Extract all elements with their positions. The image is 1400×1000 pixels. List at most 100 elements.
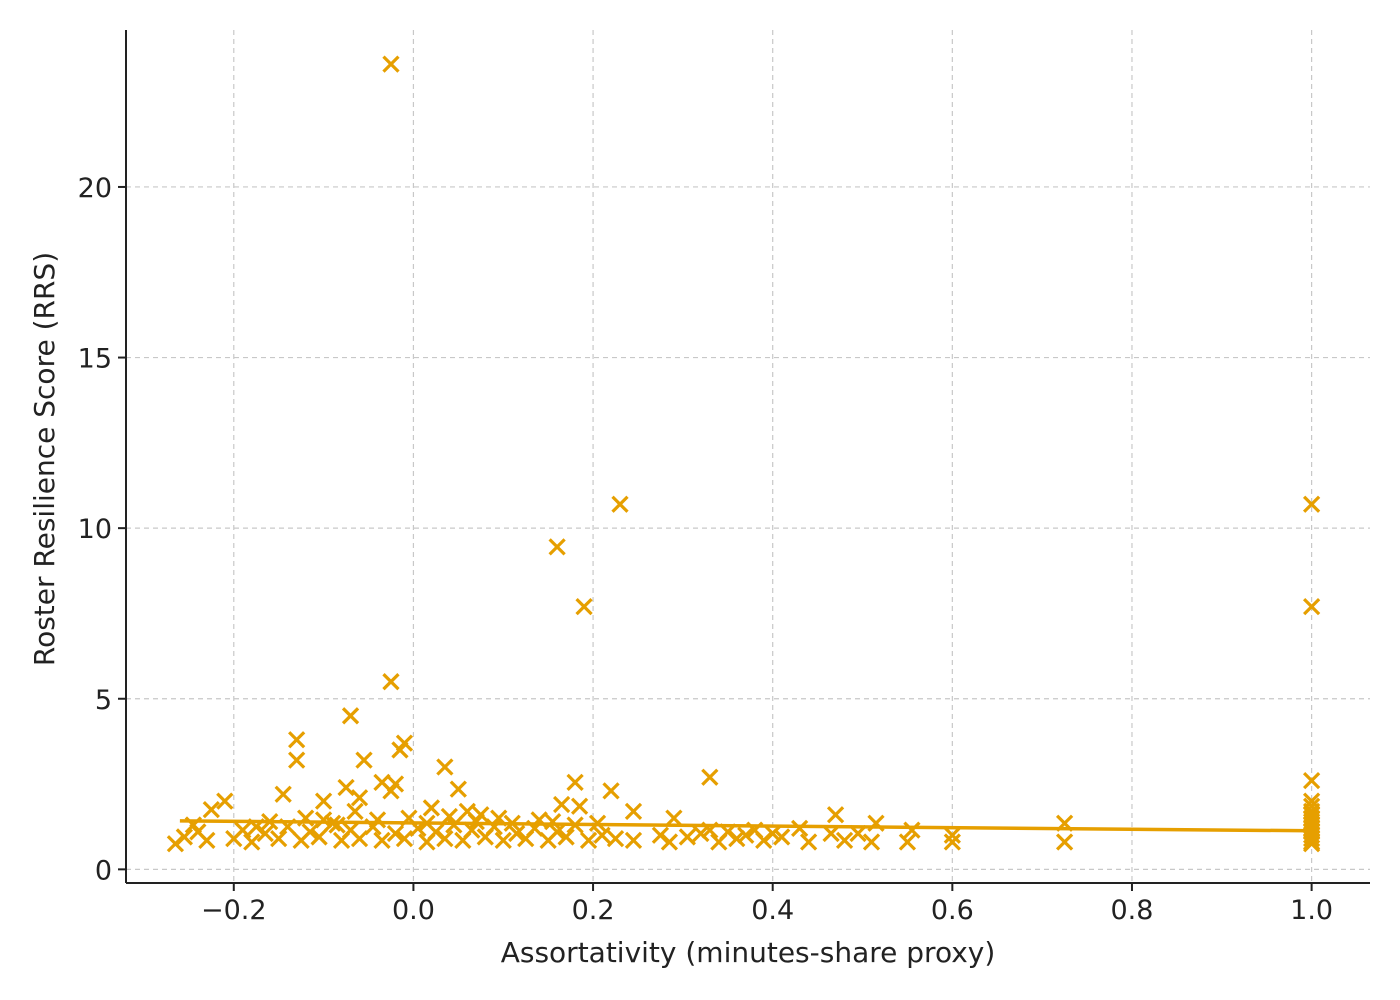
axes bbox=[125, 30, 1370, 884]
data-point bbox=[350, 830, 369, 848]
data-point-stroke bbox=[288, 731, 306, 749]
data-point bbox=[216, 792, 234, 810]
data-point-stroke bbox=[579, 831, 598, 849]
data-point bbox=[548, 823, 566, 841]
data-point bbox=[701, 768, 719, 786]
data-point bbox=[624, 802, 643, 820]
data-point-stroke bbox=[314, 811, 333, 829]
data-point bbox=[436, 758, 454, 776]
data-point bbox=[557, 828, 575, 846]
data-point-stroke bbox=[328, 816, 346, 834]
data-point bbox=[678, 828, 697, 846]
data-point bbox=[386, 824, 405, 843]
data-points bbox=[166, 55, 1321, 853]
data-point-stroke bbox=[350, 830, 369, 848]
data-point-stroke bbox=[624, 831, 643, 849]
x-tick-label: 0.0 bbox=[392, 895, 435, 926]
data-point bbox=[1055, 833, 1074, 851]
data-point-stroke bbox=[314, 792, 333, 810]
data-point bbox=[485, 818, 503, 836]
y-tick-label: 0 bbox=[95, 855, 112, 886]
data-point-stroke bbox=[1302, 835, 1321, 853]
data-point-stroke bbox=[624, 802, 643, 820]
data-point-stroke bbox=[552, 795, 571, 814]
data-point-stroke bbox=[198, 831, 216, 849]
data-point bbox=[737, 826, 755, 844]
data-point bbox=[624, 831, 643, 849]
data-point bbox=[422, 799, 441, 817]
data-point bbox=[1302, 495, 1321, 513]
data-point-stroke bbox=[1302, 597, 1321, 616]
data-point bbox=[611, 495, 629, 513]
data-point bbox=[791, 819, 809, 838]
data-point-stroke bbox=[903, 821, 921, 839]
data-point-stroke bbox=[234, 821, 252, 839]
data-point-stroke bbox=[943, 833, 961, 851]
data-point-stroke bbox=[728, 830, 746, 848]
data-point bbox=[665, 809, 683, 827]
data-point bbox=[728, 830, 746, 848]
data-point bbox=[350, 789, 369, 807]
data-point-stroke bbox=[427, 823, 445, 841]
y-axis-label: Roster Resilience Score (RRS) bbox=[28, 252, 61, 666]
data-point-stroke bbox=[660, 833, 679, 851]
data-point bbox=[395, 830, 414, 848]
data-point-stroke bbox=[494, 831, 512, 849]
data-point bbox=[710, 833, 728, 851]
data-point bbox=[234, 821, 252, 839]
data-point-stroke bbox=[341, 707, 360, 725]
data-point bbox=[202, 801, 220, 819]
data-point bbox=[579, 831, 598, 849]
data-point bbox=[826, 806, 845, 824]
data-point-stroke bbox=[436, 830, 454, 848]
data-point-stroke bbox=[862, 833, 881, 851]
data-point bbox=[943, 833, 961, 851]
data-point bbox=[301, 823, 319, 841]
data-point-stroke bbox=[826, 806, 845, 824]
data-point-stroke bbox=[368, 811, 387, 829]
data-point-stroke bbox=[943, 826, 961, 844]
data-point-stroke bbox=[692, 824, 710, 843]
data-point-stroke bbox=[382, 782, 400, 800]
data-point bbox=[382, 782, 400, 800]
data-point-stroke bbox=[256, 824, 274, 843]
data-point-stroke bbox=[341, 821, 360, 839]
data-point bbox=[1302, 830, 1321, 848]
data-point-stroke bbox=[1055, 833, 1074, 851]
data-point bbox=[368, 811, 387, 829]
data-point-stroke bbox=[270, 830, 288, 848]
x-axis-label: Assortativity (minutes-share proxy) bbox=[501, 936, 996, 969]
data-point-stroke bbox=[485, 818, 503, 836]
data-point-stroke bbox=[458, 802, 476, 820]
y-tick-label: 5 bbox=[95, 685, 112, 716]
data-point-stroke bbox=[665, 809, 683, 827]
data-point bbox=[310, 828, 328, 846]
data-point-stroke bbox=[288, 751, 306, 769]
data-point-stroke bbox=[508, 824, 526, 843]
data-point bbox=[570, 797, 589, 815]
data-point-stroke bbox=[1302, 772, 1321, 790]
data-point-stroke bbox=[566, 773, 584, 791]
data-point-stroke bbox=[274, 785, 292, 803]
data-point bbox=[822, 824, 840, 843]
data-point-stroke bbox=[175, 828, 194, 846]
data-point-stroke bbox=[346, 802, 364, 820]
data-point-stroke bbox=[822, 824, 840, 843]
y-tick-label: 20 bbox=[78, 173, 112, 204]
data-point-stroke bbox=[216, 792, 234, 810]
data-point bbox=[575, 597, 593, 616]
data-point bbox=[1302, 597, 1321, 616]
data-point-stroke bbox=[548, 823, 566, 841]
data-point-stroke bbox=[799, 833, 818, 851]
data-point-stroke bbox=[337, 778, 355, 797]
data-point bbox=[346, 802, 364, 820]
data-point-stroke bbox=[611, 495, 629, 513]
data-point-stroke bbox=[382, 673, 400, 691]
data-point bbox=[328, 816, 346, 834]
data-point-stroke bbox=[422, 799, 441, 817]
data-point bbox=[314, 811, 333, 829]
data-point bbox=[862, 833, 881, 851]
data-point-stroke bbox=[355, 751, 373, 769]
